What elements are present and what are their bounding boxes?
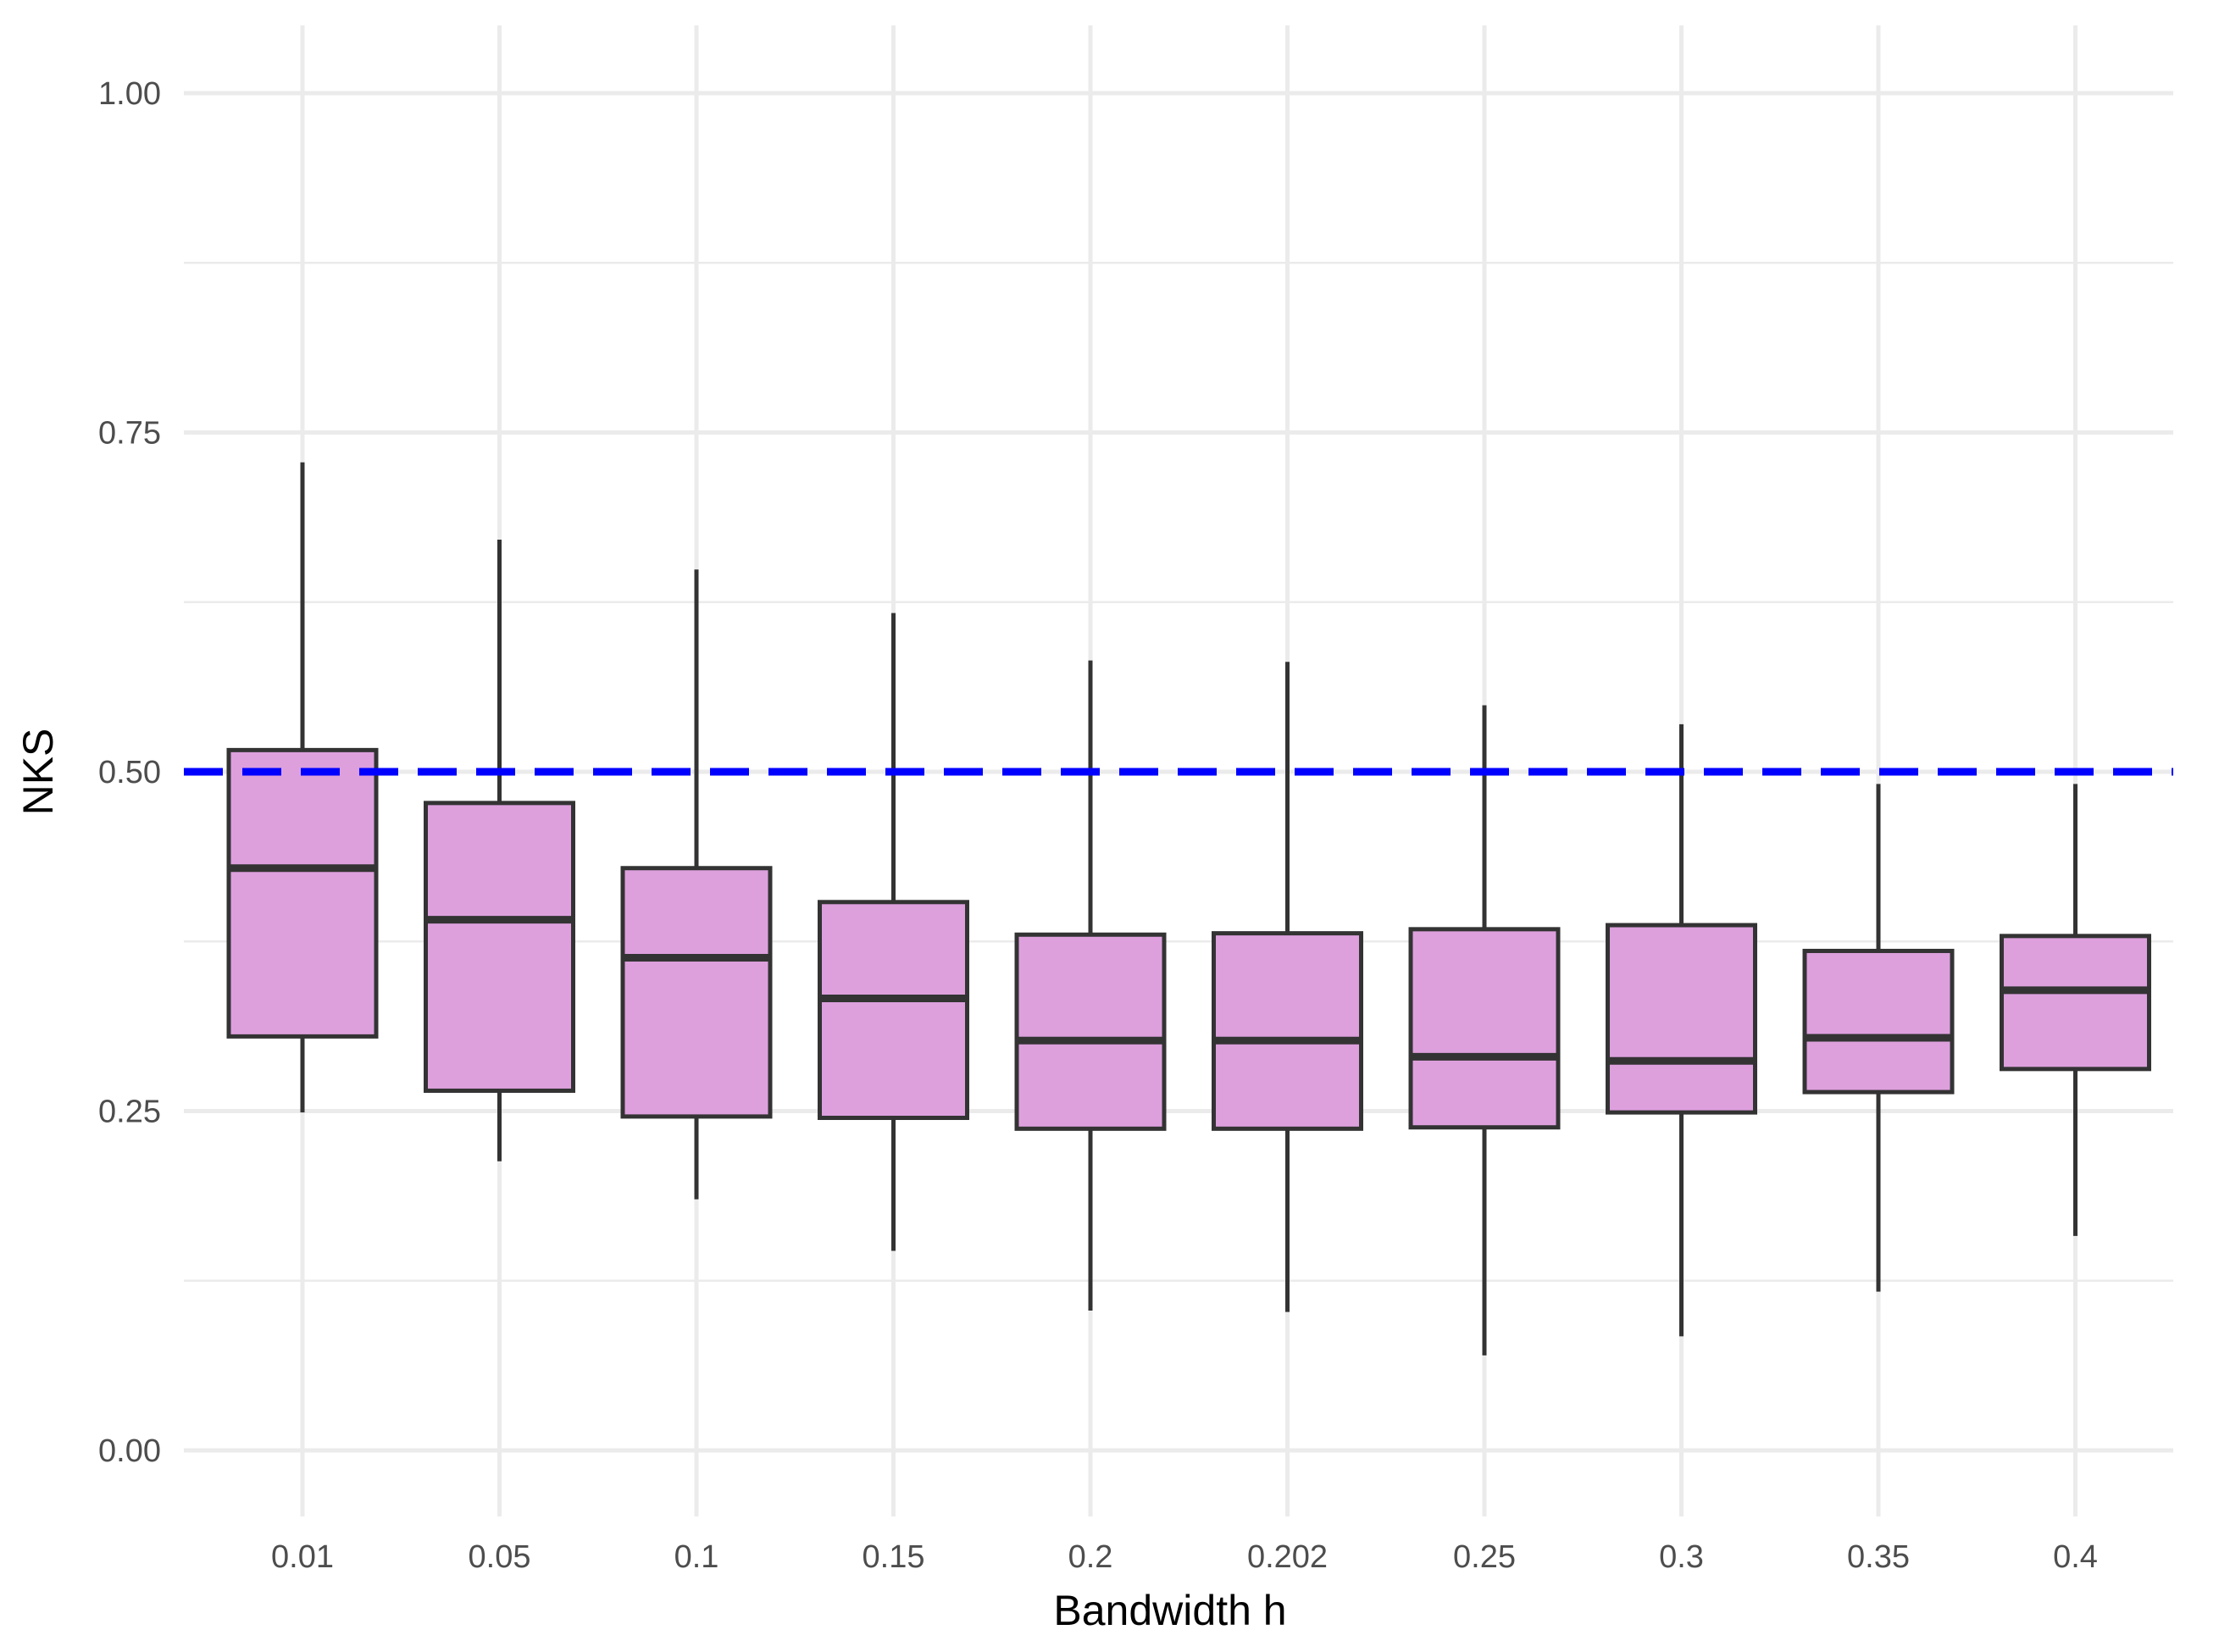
box-group bbox=[1212, 662, 1363, 1312]
x-axis-tick-labels: 0.01 0.05 0.1 0.15 0.2 0.202 0.25 0.3 0.35 0.4 bbox=[271, 1539, 2098, 1575]
x-tick-label: 0.05 bbox=[469, 1539, 531, 1575]
box-iqr bbox=[2000, 934, 2151, 1072]
x-tick-label: 0.15 bbox=[863, 1539, 925, 1575]
box-group bbox=[226, 462, 379, 1113]
box-group bbox=[1606, 723, 1757, 1337]
y-tick-label: 0.50 bbox=[98, 755, 161, 790]
box-iqr bbox=[620, 866, 773, 1119]
box-iqr bbox=[1408, 927, 1561, 1130]
x-axis-title: Bandwidth h bbox=[1053, 1587, 1286, 1634]
box-iqr bbox=[1014, 932, 1167, 1131]
y-axis-title: NKS bbox=[14, 729, 62, 816]
box-group bbox=[1014, 660, 1167, 1311]
x-tick-label: 0.4 bbox=[2053, 1539, 2098, 1575]
x-tick-label: 0.3 bbox=[1659, 1539, 1704, 1575]
boxes-layer bbox=[226, 462, 2151, 1355]
x-tick-label: 0.2 bbox=[1068, 1539, 1113, 1575]
box-iqr bbox=[818, 900, 969, 1121]
y-tick-label: 0.00 bbox=[98, 1433, 161, 1469]
box-group bbox=[818, 613, 969, 1251]
x-tick-label: 0.01 bbox=[271, 1539, 334, 1575]
y-tick-label: 1.00 bbox=[98, 76, 161, 112]
y-tick-label: 0.25 bbox=[98, 1095, 161, 1130]
x-tick-label: 0.202 bbox=[1247, 1539, 1328, 1575]
box-group bbox=[2000, 784, 2151, 1236]
box-group bbox=[1408, 705, 1561, 1355]
x-tick-label: 0.1 bbox=[674, 1539, 719, 1575]
box-iqr bbox=[424, 801, 575, 1093]
box-iqr bbox=[1212, 931, 1363, 1131]
box-group bbox=[620, 569, 773, 1200]
box-group bbox=[424, 540, 575, 1161]
box-iqr bbox=[1606, 923, 1757, 1115]
box-iqr bbox=[1802, 948, 1955, 1095]
y-axis-tick-labels: 0.00 0.25 0.50 0.75 1.00 bbox=[98, 76, 161, 1469]
y-tick-label: 0.75 bbox=[98, 416, 161, 452]
box-iqr bbox=[226, 747, 379, 1039]
x-tick-label: 0.25 bbox=[1453, 1539, 1516, 1575]
box-group bbox=[1802, 784, 1955, 1292]
x-tick-label: 0.35 bbox=[1847, 1539, 1910, 1575]
